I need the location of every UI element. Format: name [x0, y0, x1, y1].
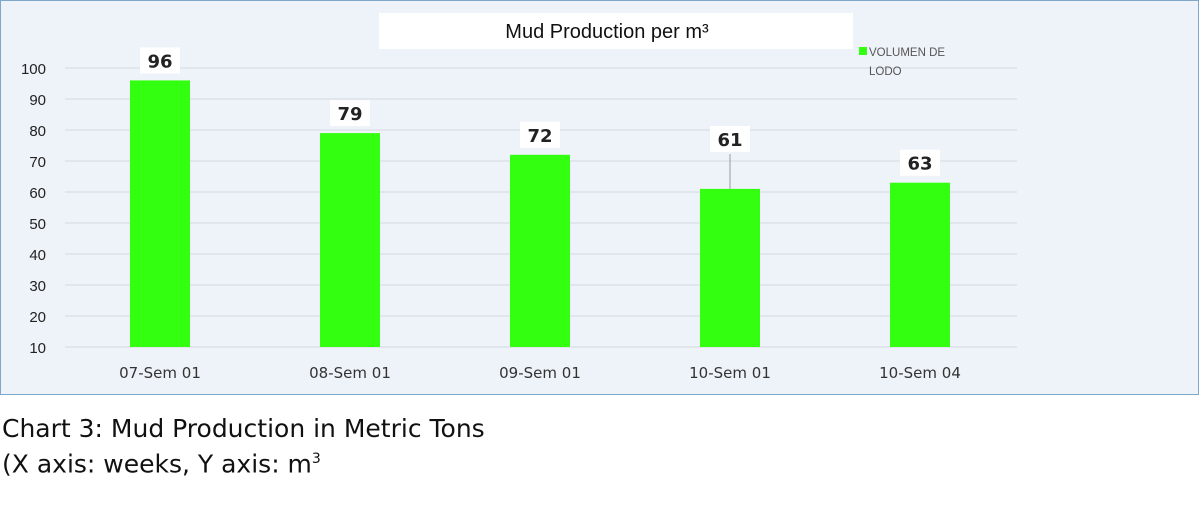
- figure-caption: Chart 3: Mud Production in Metric Tons (…: [2, 414, 485, 479]
- caption-superscript: 3: [311, 451, 321, 467]
- data-label: 72: [527, 126, 552, 147]
- y-tick-label: 40: [29, 247, 46, 264]
- caption-line-2-text: (X axis: weeks, Y axis: m: [2, 449, 312, 479]
- y-tick-label: 70: [29, 154, 46, 171]
- x-axis-ticks: 07-Sem 01 08-Sem 01 09-Sem 01 10-Sem 01 10-S…: [119, 364, 961, 382]
- y-tick-label: 80: [29, 123, 46, 140]
- data-label: 61: [717, 130, 742, 151]
- legend-label-line1: VOLUMEN DE: [869, 47, 945, 59]
- bar-chart: 10 20 30 40 50 60 70 80 90 100 96 79 72 61 63 07-Sem …: [21, 13, 1017, 382]
- y-tick-label: 100: [21, 61, 46, 78]
- x-tick-label: 09-Sem 01: [499, 364, 581, 382]
- legend-label-line2: LODO: [869, 66, 902, 78]
- data-labels: 96 79 72 61 63: [140, 47, 940, 189]
- legend: VOLUMEN DE LODO: [859, 47, 945, 78]
- data-label-box: [330, 100, 370, 127]
- data-label: 79: [337, 104, 362, 125]
- y-tick-label: 20: [29, 309, 46, 326]
- data-label-box: [140, 47, 180, 74]
- bar-2: [320, 133, 380, 347]
- chart-frame: 10 20 30 40 50 60 70 80 90 100 96 79 72 61 63 07-Sem …: [0, 0, 1199, 395]
- data-label-box: [520, 121, 560, 148]
- data-label-box: [900, 149, 940, 176]
- bars: [130, 80, 950, 348]
- legend-swatch: [859, 47, 867, 55]
- y-tick-label: 60: [29, 185, 46, 202]
- y-tick-label: 10: [29, 340, 46, 357]
- x-tick-label: 10-Sem 04: [879, 364, 961, 382]
- title-box: [379, 13, 853, 49]
- y-tick-label: 30: [29, 278, 46, 295]
- data-label-box: [710, 126, 750, 152]
- y-axis-ticks: 10 20 30 40 50 60 70 80 90 100: [21, 61, 46, 357]
- data-label: 96: [147, 51, 172, 72]
- data-label: 63: [907, 154, 932, 175]
- caption-line-2: (X axis: weeks, Y axis: m3: [2, 444, 485, 479]
- bar-3: [510, 154, 570, 347]
- x-tick-label: 10-Sem 01: [689, 364, 771, 382]
- chart-title: Mud Production per m³: [505, 21, 709, 43]
- x-tick-label: 07-Sem 01: [119, 364, 201, 382]
- y-tick-label: 50: [29, 216, 46, 233]
- bar-5: [890, 182, 950, 347]
- caption-line-1: Chart 3: Mud Production in Metric Tons: [2, 414, 485, 443]
- bar-4: [700, 188, 760, 347]
- bar-1: [130, 80, 190, 348]
- x-tick-label: 08-Sem 01: [309, 364, 391, 382]
- y-tick-label: 90: [29, 92, 46, 109]
